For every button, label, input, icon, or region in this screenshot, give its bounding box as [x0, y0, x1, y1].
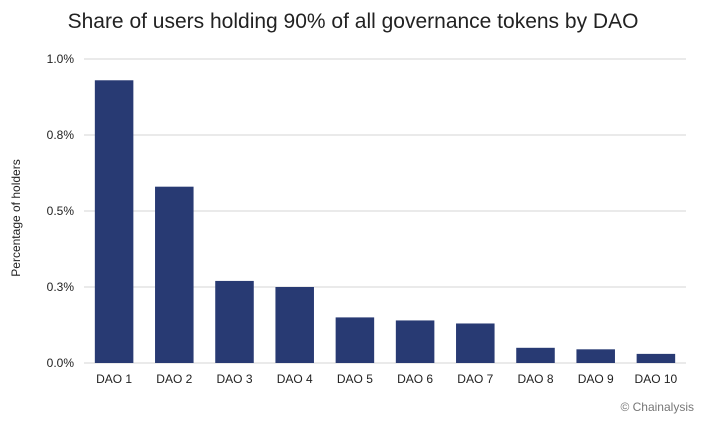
x-tick-label: DAO 3 [216, 372, 252, 386]
bars [94, 80, 676, 363]
x-axis-ticks: DAO 1 DAO 2 DAO 3 DAO 4 DAO 5 DAO 6 DAO 7 DAO 8… [96, 372, 677, 386]
y-axis-ticks: 0.0% 0.3% 0.5% 0.8% 1.0% [47, 52, 75, 370]
x-tick-label: DAO 1 [96, 372, 132, 386]
bar-dao-7 [456, 323, 495, 363]
bar-dao-4 [275, 287, 314, 363]
chart-title: Share of users holding 90% of all govern… [67, 10, 639, 33]
bar-dao-2 [155, 186, 194, 363]
bar-dao-8 [516, 347, 555, 363]
x-tick-label: DAO 2 [156, 372, 192, 386]
x-tick-label: DAO 5 [337, 372, 373, 386]
bar-dao-1 [94, 80, 134, 363]
x-tick-label: DAO 7 [457, 372, 493, 386]
y-tick-label: 0.3% [47, 280, 75, 294]
y-tick-label: 1.0% [47, 52, 75, 66]
y-tick-label: 0.5% [47, 204, 75, 218]
x-tick-label: DAO 8 [517, 372, 553, 386]
x-tick-label: DAO 9 [578, 372, 614, 386]
bar-dao-5 [335, 317, 375, 363]
x-tick-label: DAO 4 [277, 372, 313, 386]
bar-dao-9 [576, 349, 615, 363]
source-credit: © Chainalysis [620, 400, 694, 414]
bar-dao-3 [215, 280, 254, 363]
bar-dao-6 [395, 320, 435, 363]
y-tick-label: 0.8% [47, 128, 75, 142]
bar-dao-10 [636, 353, 676, 363]
y-tick-label: 0.0% [47, 356, 75, 370]
x-tick-label: DAO 10 [635, 372, 678, 386]
x-tick-label: DAO 6 [397, 372, 433, 386]
